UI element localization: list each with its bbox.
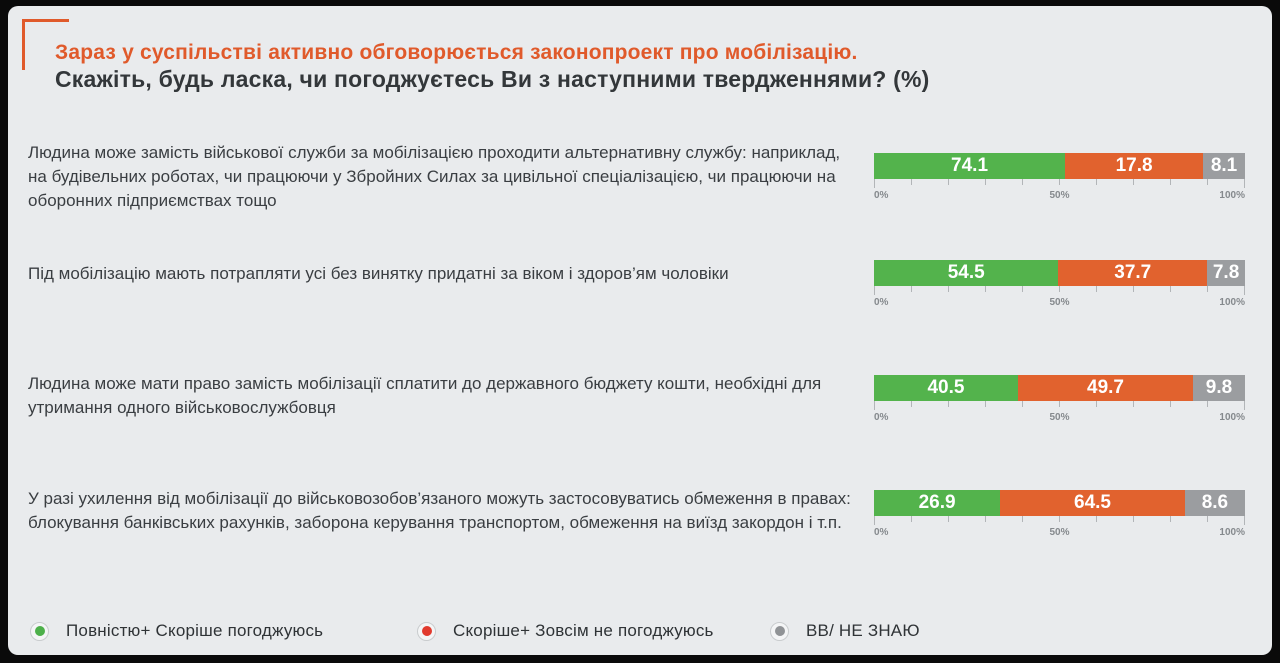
legend-ring <box>770 621 789 641</box>
bar-value-label: 9.8 <box>1205 377 1233 398</box>
bar-segment-dontknow: 8.6 <box>1184 490 1245 516</box>
bar-segment-disagree: 17.8 <box>1065 153 1204 179</box>
bar-value-label: 74.1 <box>951 155 989 176</box>
statement-text-4: У разі ухилення від мобілізації до війсь… <box>28 489 851 532</box>
legend-ring <box>30 621 49 641</box>
statement-text-2: Під мобілізацію мають потрапляти усі без… <box>28 264 729 283</box>
bar-value-label: 26.9 <box>918 492 956 513</box>
axis-labels: 0% 50% 100% <box>874 527 1245 541</box>
axis-labels: 0% 50% 100% <box>874 297 1245 311</box>
axis-label-100: 100% <box>1219 412 1245 423</box>
axis-label-50: 50% <box>1049 412 1070 423</box>
legend-item-agree: Повністю+ Скоріше погоджуюсь <box>30 620 323 642</box>
bar-row-4: 26.9 64.5 8.6 <box>874 490 1245 516</box>
gray-dot-icon <box>774 626 785 636</box>
legend-label-dontknow: ВВ/ НЕ ЗНАЮ <box>806 621 920 640</box>
axis-labels: 0% 50% 100% <box>874 412 1245 426</box>
bar-row-1: 74.1 17.8 8.1 <box>874 153 1245 179</box>
bar-segment-agree: 74.1 <box>874 153 1066 179</box>
axis-label-100: 100% <box>1219 297 1245 308</box>
axis-label-0: 0% <box>874 297 889 308</box>
slide-background: Зараз у суспільстві активно обговорюєтьс… <box>8 6 1272 655</box>
red-dot-icon <box>421 626 432 636</box>
statement-text-3: Людина може мати право замість мобілізац… <box>28 374 822 417</box>
stacked-bar-chart-3: 40.5 49.7 9.8 0% 50% 100% <box>874 375 1245 426</box>
bar-value-label: 17.8 <box>1115 155 1153 176</box>
bar-value-label: 8.6 <box>1201 492 1229 513</box>
legend-label-agree: Повністю+ Скоріше погоджуюсь <box>66 621 324 640</box>
bar-value-label: 37.7 <box>1114 262 1152 283</box>
bar-segment-disagree: 37.7 <box>1058 260 1208 286</box>
bar-value-label: 8.1 <box>1210 155 1238 176</box>
bar-segment-disagree: 64.5 <box>1000 490 1185 516</box>
bar-row-2: 54.5 37.7 7.8 <box>874 260 1245 286</box>
legend-ring <box>417 621 436 641</box>
axis-label-0: 0% <box>874 190 889 201</box>
bar-value-label: 54.5 <box>947 262 985 283</box>
legend-item-dontknow: ВВ/ НЕ ЗНАЮ <box>770 620 920 642</box>
axis-label-50: 50% <box>1049 527 1070 538</box>
corner-bracket-decoration <box>22 19 69 70</box>
bar-segment-dontknow: 8.1 <box>1203 153 1245 179</box>
axis-label-50: 50% <box>1049 297 1070 308</box>
axis-label-100: 100% <box>1219 527 1245 538</box>
bar-segment-dontknow: 9.8 <box>1193 375 1245 401</box>
axis-label-100: 100% <box>1219 190 1245 201</box>
bar-value-label: 64.5 <box>1074 492 1111 513</box>
bar-value-label: 49.7 <box>1087 377 1124 398</box>
stacked-bar-chart-1: 74.1 17.8 8.1 0% 50% 100% <box>874 153 1245 204</box>
bar-row-3: 40.5 49.7 9.8 <box>874 375 1245 401</box>
axis-ticks <box>874 179 1245 188</box>
axis-ticks <box>874 516 1245 525</box>
bar-segment-agree: 54.5 <box>874 260 1059 286</box>
axis-labels: 0% 50% 100% <box>874 190 1245 204</box>
bar-segment-agree: 40.5 <box>874 375 1018 401</box>
bar-value-label: 7.8 <box>1212 262 1240 283</box>
bar-segment-agree: 26.9 <box>874 490 1001 516</box>
bar-value-label: 40.5 <box>927 377 965 398</box>
bar-segment-dontknow: 7.8 <box>1207 260 1245 286</box>
stacked-bar-chart-2: 54.5 37.7 7.8 0% 50% 100% <box>874 260 1245 311</box>
bar-segment-disagree: 49.7 <box>1017 375 1194 401</box>
axis-label-50: 50% <box>1049 190 1070 201</box>
green-dot-icon <box>34 626 45 636</box>
slide-title-question: Скажіть, будь ласка, чи погоджуєтесь Ви … <box>55 66 930 92</box>
legend-label-disagree: Скоріше+ Зовсім не погоджуюсь <box>453 621 714 640</box>
axis-ticks <box>874 401 1245 410</box>
stacked-bar-chart-4: 26.9 64.5 8.6 0% 50% 100% <box>874 490 1245 541</box>
legend-item-disagree: Скоріше+ Зовсім не погоджуюсь <box>417 620 714 642</box>
axis-label-0: 0% <box>874 412 889 423</box>
axis-ticks <box>874 286 1245 295</box>
slide-title-accent: Зараз у суспільстві активно обговорюєтьс… <box>55 41 858 64</box>
statement-text-1: Людина може замість військової служби за… <box>28 143 841 210</box>
axis-label-0: 0% <box>874 527 889 538</box>
